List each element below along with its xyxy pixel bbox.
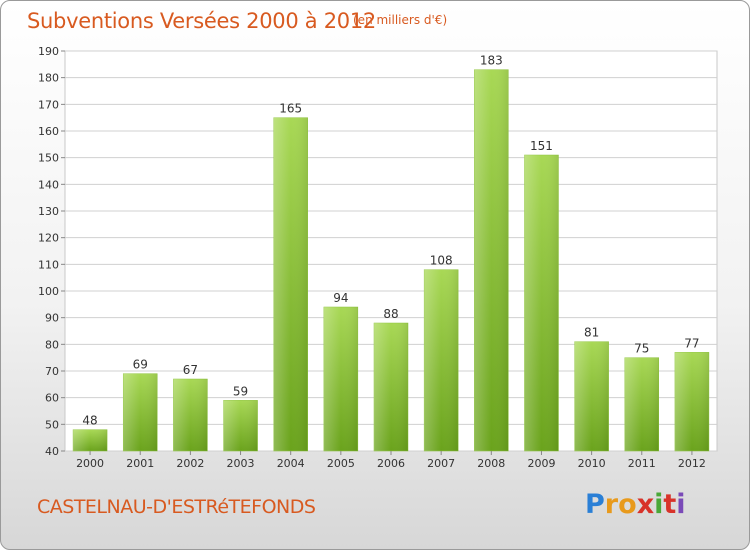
bar-2008 [474, 69, 509, 452]
bar-2001 [122, 373, 158, 452]
bar-2011 [624, 357, 660, 452]
value-labels: 48 69 67 59 165 94 88 108 183 151 81 75 77 [82, 54, 699, 428]
bar-2006 [373, 322, 409, 452]
bar-2005 [323, 306, 359, 452]
x-tick-label: 2006 [377, 457, 405, 470]
value-label: 151 [530, 139, 553, 153]
x-tick-label: 2012 [678, 457, 706, 470]
x-tick-label: 2010 [578, 457, 606, 470]
value-label: 94 [333, 291, 348, 305]
bar-shade [173, 379, 208, 451]
logo-letter: i [654, 489, 664, 520]
bar-2003 [223, 400, 258, 452]
logo-letter: t [663, 489, 677, 520]
y-tick-label: 50 [45, 418, 59, 431]
y-tick-label: 130 [38, 205, 59, 218]
x-tick-label: 2002 [176, 457, 204, 470]
y-tick-label: 90 [45, 312, 59, 325]
logo-letter: r [604, 489, 619, 520]
value-label: 59 [233, 384, 248, 398]
logo-letter: i [676, 489, 686, 520]
y-tick-label: 140 [38, 178, 59, 191]
value-label: 165 [279, 102, 302, 116]
value-label: 81 [584, 326, 599, 340]
logo-letter: P [585, 489, 605, 520]
bar-shade [123, 373, 158, 451]
value-label: 77 [684, 336, 699, 350]
y-tick-label: 100 [38, 285, 59, 298]
logo-letter: o [618, 489, 637, 520]
x-tick-label: 2004 [277, 457, 305, 470]
y-tick-label: 80 [45, 338, 59, 351]
bar-shade [674, 352, 709, 451]
y-axis-ticks: 40 50 60 70 80 90 100 110 120 130 140 150 160 170 180 1… [38, 45, 65, 458]
value-label: 108 [430, 254, 453, 268]
bars [72, 69, 710, 452]
value-label: 48 [82, 414, 97, 428]
x-tick-label: 2005 [327, 457, 355, 470]
value-label: 75 [634, 342, 649, 356]
y-tick-label: 70 [45, 365, 59, 378]
x-tick-label: 2000 [76, 457, 104, 470]
y-tick-label: 150 [38, 152, 59, 165]
x-tick-label: 2003 [227, 457, 255, 470]
bar-shade [524, 155, 559, 451]
bar-shade [323, 307, 358, 451]
proxiti-logo: Proxiti [585, 489, 686, 520]
value-label: 183 [480, 54, 503, 68]
bar-2012 [674, 352, 710, 452]
bar-2010 [574, 341, 609, 452]
commune-name: CASTELNAU-D'ESTRéTEFONDS [37, 496, 316, 518]
bar-2004 [273, 117, 308, 452]
y-tick-label: 160 [38, 125, 59, 138]
bar-2007 [423, 269, 459, 452]
bar-shade [223, 400, 258, 451]
y-tick-label: 40 [45, 445, 59, 458]
value-label: 88 [383, 307, 398, 321]
bar-shade [424, 269, 459, 451]
y-tick-label: 120 [38, 232, 59, 245]
bar-2009 [524, 154, 559, 452]
y-tick-label: 190 [38, 45, 59, 58]
bar-shade [574, 341, 609, 451]
bar-shade [73, 429, 108, 451]
x-tick-label: 2007 [427, 457, 455, 470]
x-tick-label: 2011 [628, 457, 656, 470]
bar-2002 [173, 378, 208, 452]
bar-2000 [72, 429, 108, 452]
x-tick-label: 2009 [527, 457, 555, 470]
x-tick-label: 2008 [477, 457, 505, 470]
y-tick-label: 60 [45, 392, 59, 405]
x-tick-label: 2001 [126, 457, 154, 470]
y-tick-label: 110 [38, 258, 59, 271]
value-label: 67 [183, 363, 198, 377]
bar-shade [474, 69, 509, 452]
value-label: 69 [133, 358, 148, 372]
bar-shade [624, 357, 659, 451]
bar-shade [273, 117, 308, 452]
y-tick-label: 180 [38, 72, 59, 85]
chart-title: Subventions Versées 2000 à 2012 [27, 9, 376, 33]
x-axis-ticks: 2000 2001 2002 2003 2004 2005 2006 2007 2008 2009… [76, 451, 706, 470]
chart-unit-note: (en milliers d'€) [353, 13, 448, 27]
bar-shade [374, 323, 408, 451]
y-tick-label: 170 [38, 98, 59, 111]
logo-letter: x [636, 489, 655, 520]
